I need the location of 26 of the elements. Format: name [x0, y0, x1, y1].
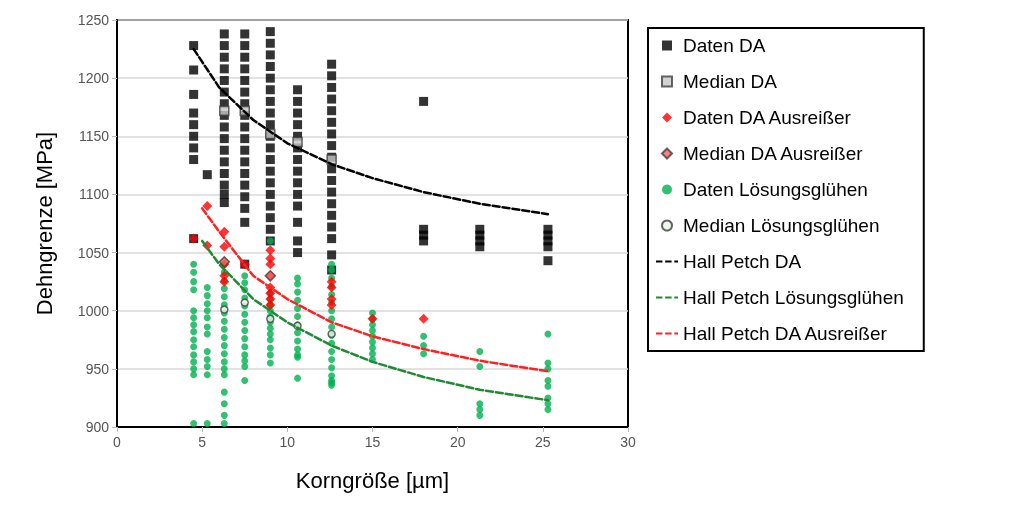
legend-label: Median DA — [683, 71, 778, 92]
y-tick-label: 1000 — [77, 302, 110, 319]
legend-label: Hall Petch DA Ausreißer — [683, 323, 888, 344]
x-tick-label: 5 — [198, 434, 207, 450]
y-tick-label: 1200 — [77, 70, 110, 87]
y-tick-label: 950 — [85, 360, 110, 377]
y-tick-label: 1150 — [78, 128, 110, 145]
x-tick-label: 15 — [364, 434, 381, 450]
x-tick-label: 30 — [620, 434, 636, 450]
legend-label: Median DA Ausreißer — [683, 143, 864, 164]
x-tick-label: 20 — [449, 434, 466, 450]
y-axis-title: Dehngrenze [MPa] — [31, 131, 57, 316]
x-tick-label: 10 — [279, 434, 296, 450]
legend-label: Hall Petch Lösungsglühen — [683, 287, 904, 308]
legend-label: Daten DA — [683, 35, 766, 56]
y-tick-label: 1250 — [77, 12, 110, 28]
legend-label: Hall Petch DA — [683, 251, 802, 272]
x-tick-label: 0 — [113, 434, 122, 450]
y-tick-label: 900 — [85, 419, 110, 435]
legend-label: Median Lösungsglühen — [683, 215, 880, 236]
legend-label: Daten Lösungsglühen — [683, 179, 868, 200]
x-axis-title: Korngröße [µm] — [295, 467, 450, 493]
y-tick-label: 1050 — [77, 244, 110, 261]
legend-label: Daten DA Ausreißer — [683, 107, 852, 128]
x-tick-label: 25 — [535, 434, 551, 450]
y-tick-label: 1100 — [78, 186, 110, 203]
